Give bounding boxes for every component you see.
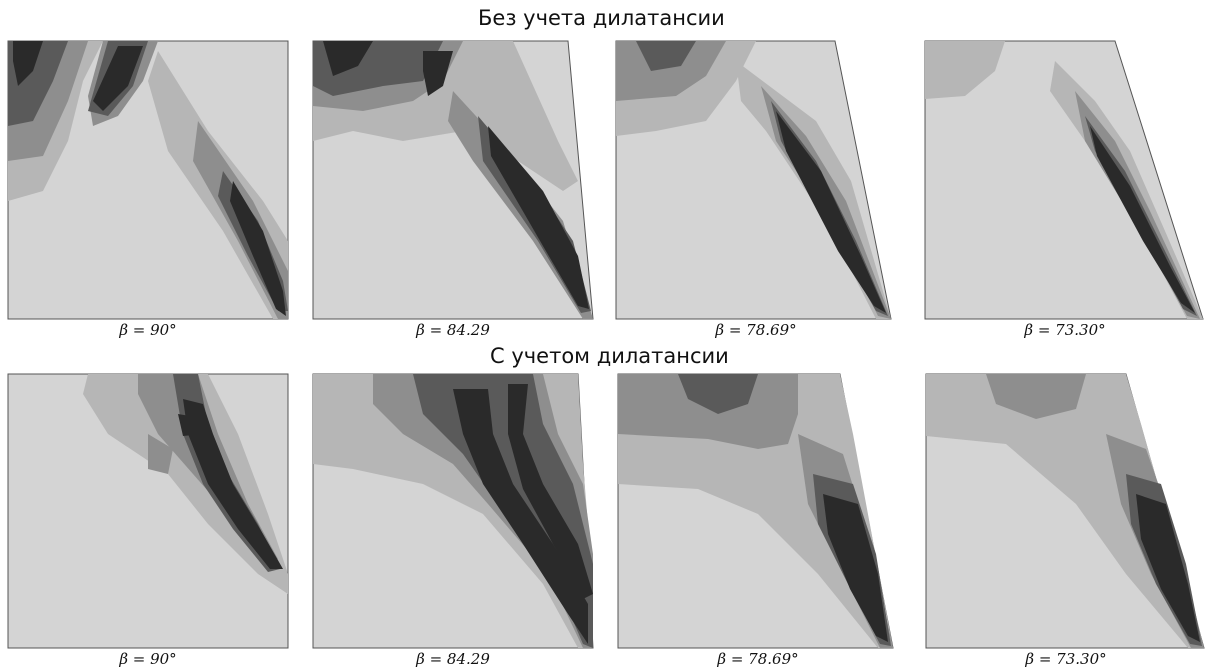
row-1-caption-2: β = 84.29 [416,321,490,339]
contour-panel-row2-beta-84 [312,373,594,649]
row-1-caption-4: β = 73.30° [1024,321,1106,339]
row-1-caption-1: β = 90° [119,321,177,339]
contour-panel-row1-beta-90 [7,40,289,320]
contour-panel-row2-beta-73 [925,373,1205,649]
contour-panel-row1-beta-78 [615,40,892,320]
row-2-caption-2: β = 84.29 [416,650,490,668]
contour-panel-row1-beta-84 [312,40,594,320]
row-1-title: Без учета дилатансии [478,6,725,30]
contour-panel-row2-beta-78 [617,373,894,649]
contour-panel-row1-beta-73 [924,40,1204,320]
row-2-title: С учетом дилатансии [490,344,729,368]
row-2-caption-4: β = 73.30° [1025,650,1107,668]
row-2-caption-1: β = 90° [119,650,177,668]
row-2-caption-3: β = 78.69° [717,650,799,668]
row-1-caption-3: β = 78.69° [715,321,797,339]
contour-panel-row2-beta-90 [7,373,289,649]
